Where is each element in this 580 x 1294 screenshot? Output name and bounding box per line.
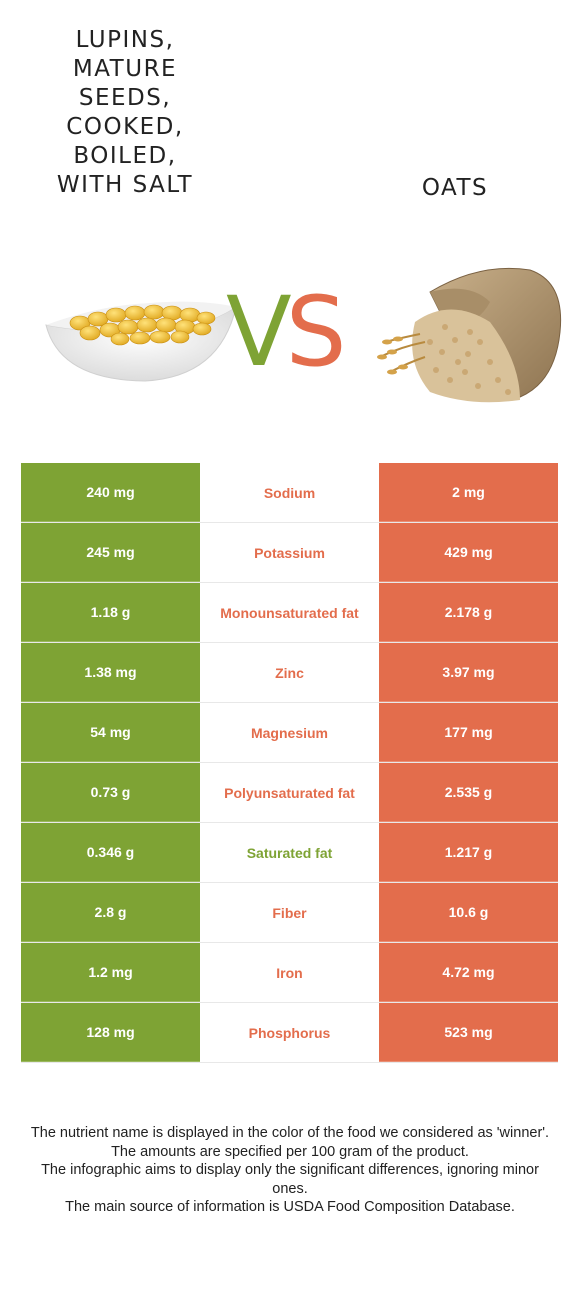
table-row: 1.38 mg Zinc 3.97 mg [21, 643, 558, 703]
table-row: 2.8 g Fiber 10.6 g [21, 883, 558, 943]
nutrient-name: Magnesium [200, 703, 379, 762]
table-row: 128 mg Phosphorus 523 mg [21, 1003, 558, 1063]
nutrient-name: Fiber [200, 883, 379, 942]
nutrient-name: Sodium [200, 463, 379, 522]
vs-label: VS [226, 282, 347, 382]
lupins-value: 245 mg [21, 523, 200, 582]
nutrient-name: Phosphorus [200, 1003, 379, 1062]
nutrient-name: Zinc [200, 643, 379, 702]
table-row: 0.73 g Polyunsaturated fat 2.535 g [21, 763, 558, 823]
vs-s: S [285, 276, 347, 388]
nutrient-name: Iron [200, 943, 379, 1002]
table-row: 54 mg Magnesium 177 mg [21, 703, 558, 763]
lupins-bowl-image [45, 301, 237, 382]
table-row: 245 mg Potassium 429 mg [21, 523, 558, 583]
footer-line-2: The amounts are specified per 100 gram o… [111, 1143, 469, 1160]
footer-line-4: The main source of information is USDA F… [65, 1199, 515, 1215]
lupins-value: 0.346 g [21, 823, 200, 882]
lupins-value: 54 mg [21, 703, 200, 762]
oats-title: OATS [421, 175, 489, 201]
footer-notes: The nutrient name is displayed in the co… [30, 1124, 550, 1217]
table-row: 1.2 mg Iron 4.72 mg [21, 943, 558, 1003]
lupins-value: 1.18 g [21, 583, 200, 642]
nutrient-name: Monounsaturated fat [200, 583, 379, 642]
oats-value: 2.178 g [379, 583, 558, 642]
vs-v: V [226, 276, 292, 388]
footer-line-1: The nutrient name is displayed in the co… [30, 1125, 550, 1141]
lupins-title: LUPINS, MATURE SEEDS, COOKED, BOILED, WI… [56, 27, 194, 198]
oats-sack-image [377, 267, 562, 403]
oats-value: 3.97 mg [379, 643, 558, 702]
nutrient-name: Polyunsaturated fat [200, 763, 379, 822]
lupins-value: 1.38 mg [21, 643, 200, 702]
oats-value: 2 mg [379, 463, 558, 522]
nutrient-name: Saturated fat [200, 823, 379, 882]
lupins-value: 2.8 g [21, 883, 200, 942]
oats-value: 177 mg [379, 703, 558, 762]
oats-value: 1.217 g [379, 823, 558, 882]
oats-value: 429 mg [379, 523, 558, 582]
table-row: 1.18 g Monounsaturated fat 2.178 g [21, 583, 558, 643]
table-row: 0.346 g Saturated fat 1.217 g [21, 823, 558, 883]
oats-value: 523 mg [379, 1003, 558, 1062]
oats-value: 10.6 g [379, 883, 558, 942]
lupins-value: 240 mg [21, 463, 200, 522]
oats-value: 2.535 g [379, 763, 558, 822]
lupins-value: 128 mg [21, 1003, 200, 1062]
nutrient-name: Potassium [200, 523, 379, 582]
lupins-value: 1.2 mg [21, 943, 200, 1002]
nutrient-comparison-table: 240 mg Sodium 2 mg 245 mg Potassium 429 mg 1.1… [21, 463, 558, 1063]
oats-value: 4.72 mg [379, 943, 558, 1002]
footer-line-3: The infographic aims to display only the… [41, 1162, 539, 1197]
table-row: 240 mg Sodium 2 mg [21, 463, 558, 523]
lupins-value: 0.73 g [21, 763, 200, 822]
